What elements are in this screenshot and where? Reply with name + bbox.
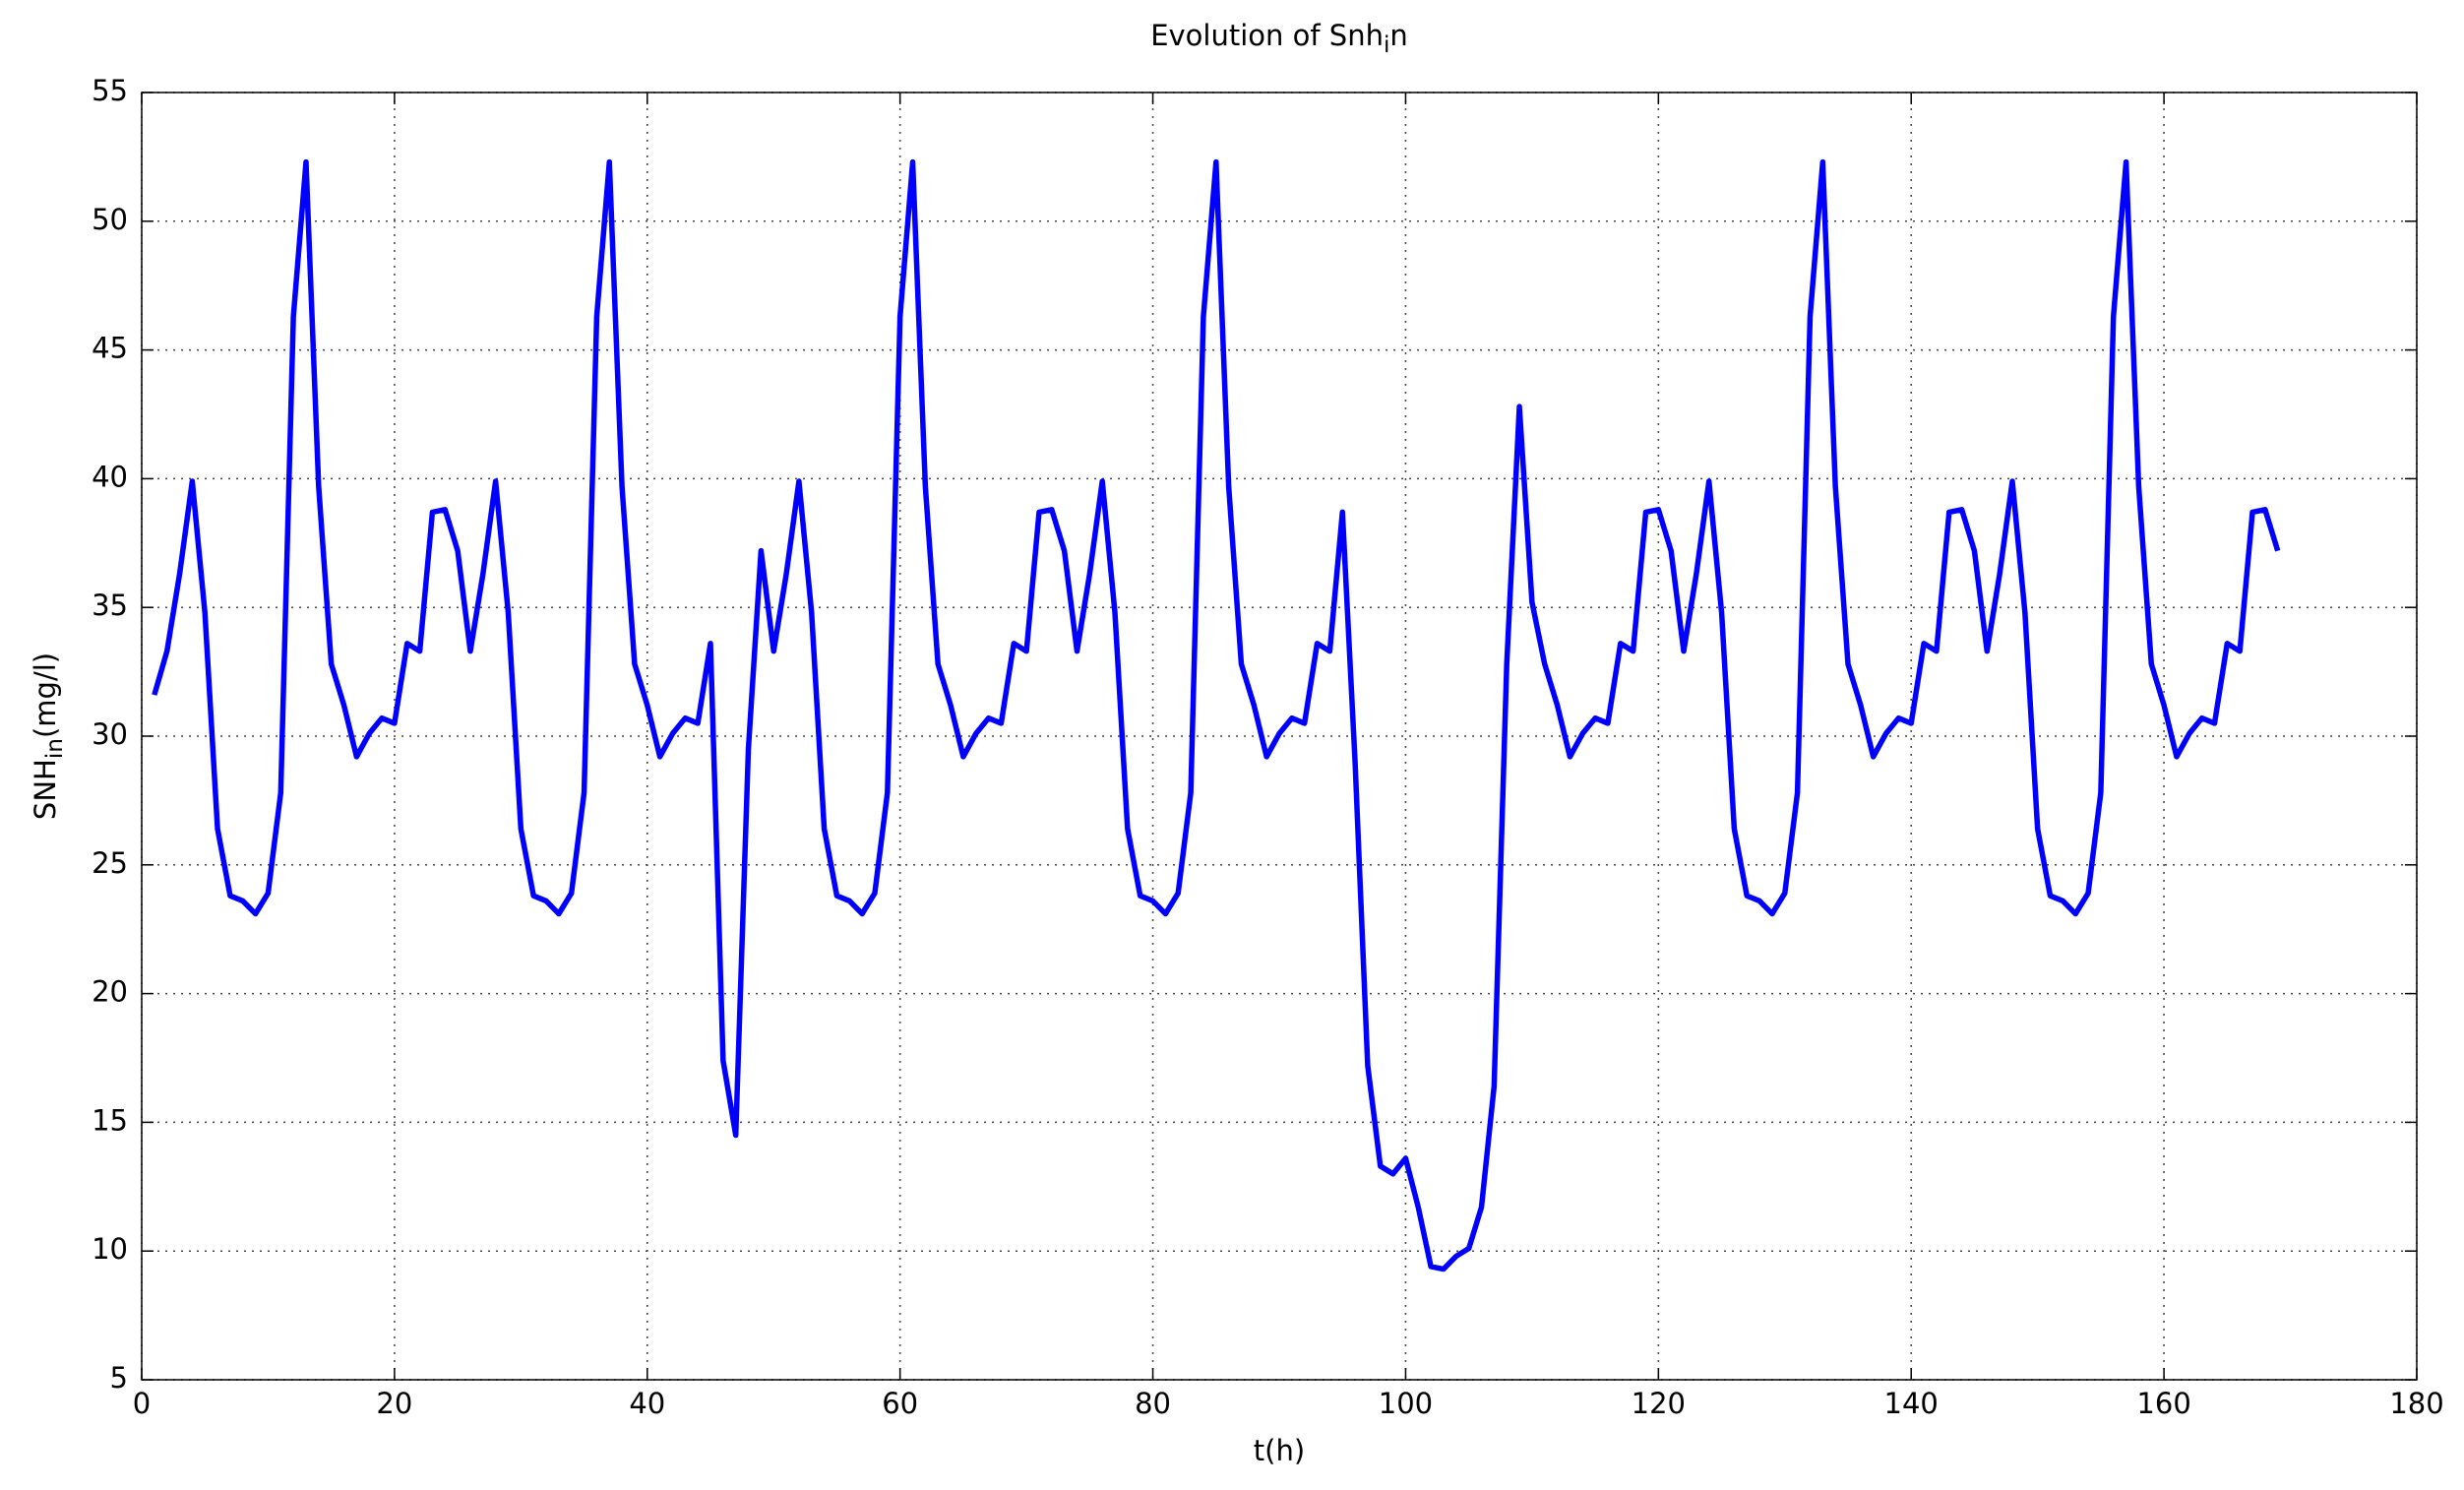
x-tick-label: 100 (1379, 1387, 1433, 1420)
y-tick-label: 25 (92, 846, 128, 880)
data-line (152, 158, 2281, 1273)
x-tick-label: 80 (1135, 1387, 1171, 1420)
plot-frame (141, 92, 2418, 1381)
y-tick-label: 10 (92, 1232, 128, 1266)
y-tick-label: 55 (92, 74, 128, 107)
y-tick-label: 45 (92, 332, 128, 365)
x-tick-label: 20 (376, 1387, 412, 1420)
y-tick-label: 50 (92, 203, 128, 236)
x-tick-label: 60 (882, 1387, 918, 1420)
y-axis-label: SNHin(mg/l) (29, 652, 68, 820)
x-tick-label: 160 (2136, 1387, 2190, 1420)
y-tick-label: 35 (92, 589, 128, 622)
x-tick-label: 180 (2389, 1387, 2443, 1420)
x-tick-label: 140 (1884, 1387, 1939, 1420)
y-tick-label: 30 (92, 717, 128, 751)
y-tick-label: 20 (92, 975, 128, 1009)
x-tick-label: 40 (629, 1387, 665, 1420)
y-tick-label: 5 (110, 1361, 128, 1395)
y-tick-label: 40 (92, 460, 128, 493)
x-tick-label: 0 (133, 1387, 151, 1420)
x-axis-label: t(h) (1254, 1434, 1305, 1467)
y-tick-label: 15 (92, 1103, 128, 1137)
chart-title: Evolution of Snhin (1150, 19, 1408, 58)
x-tick-label: 120 (1632, 1387, 1686, 1420)
